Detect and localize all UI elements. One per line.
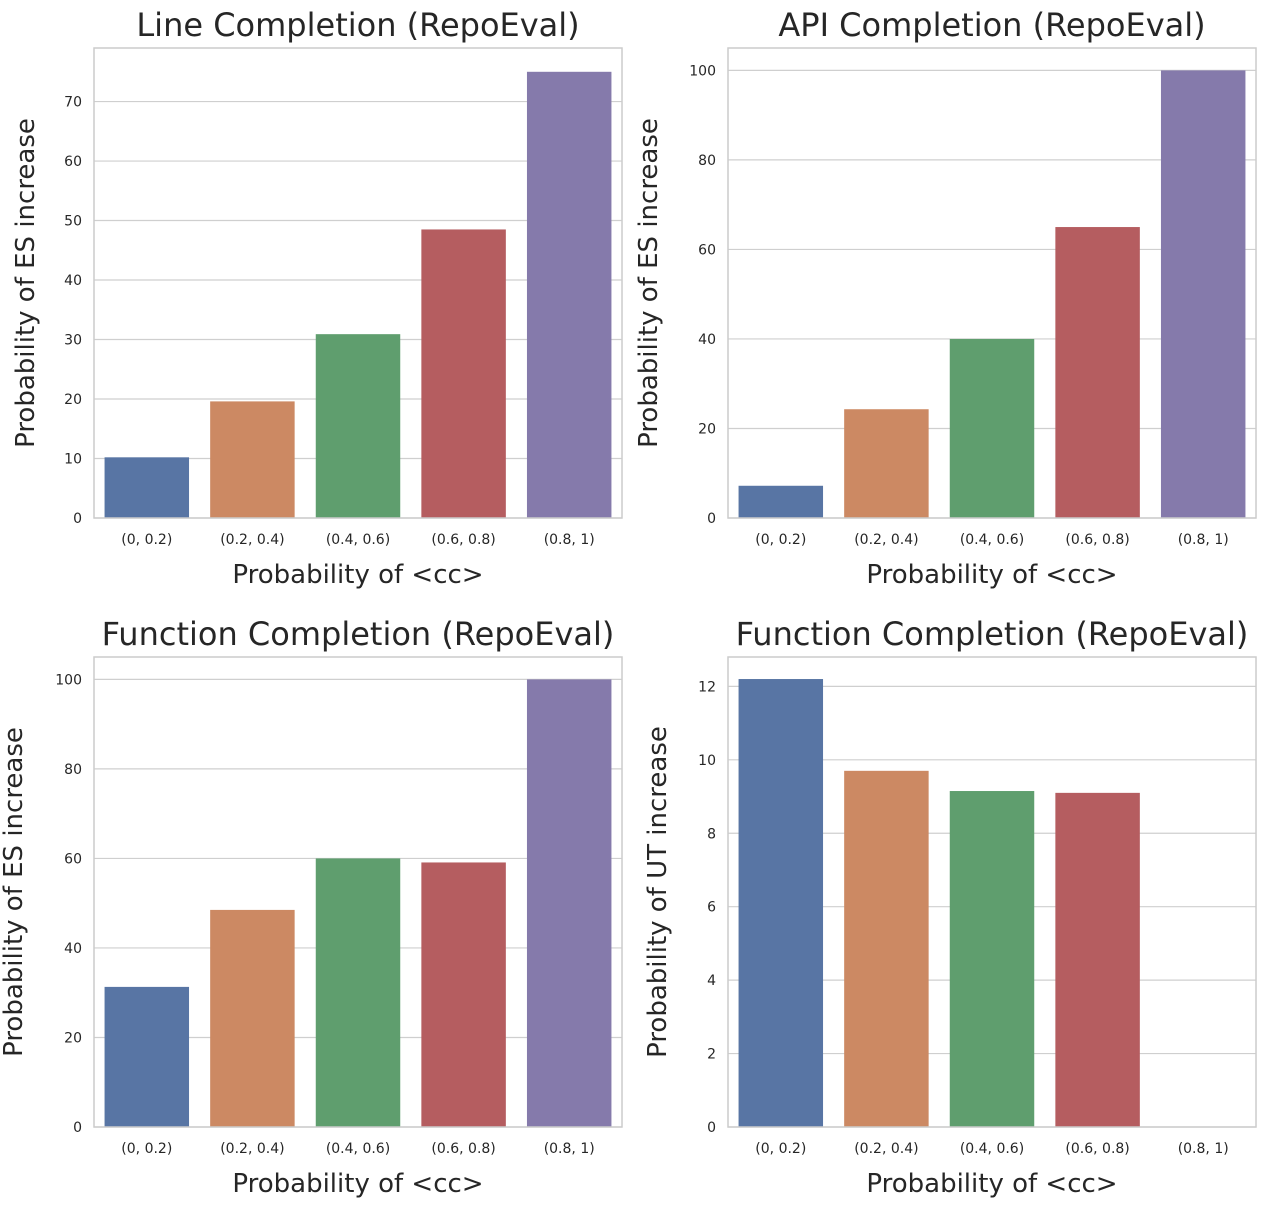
bar-4 [1055,792,1140,1127]
y-tick-label: 80 [64,762,82,778]
bar-1 [738,679,824,1127]
chart-panel-3: 0 20 40 60 80 100 (0, 0.2) (0.2, 0.4) (0.4, 0.6)… [0,615,623,1199]
y-tick-label: 30 [64,333,82,349]
chart-title: Line Completion (RepoEval) [136,6,579,44]
y-tick-label: 4 [707,973,716,989]
x-tick-label: (0.4, 0.6) [960,532,1024,548]
bar-2 [844,770,929,1127]
y-axis-label: Probability of UT increase [643,726,673,1058]
y-tick-label: 100 [55,672,82,688]
x-tick-label: (0.6, 0.8) [431,532,495,548]
y-tick-label: 0 [707,511,716,527]
chart-title: Function Completion (RepoEval) [102,615,615,653]
x-axis-label: Probability of <cc> [866,1169,1117,1199]
y-tick-label: 10 [64,452,82,468]
y-tick-label: 0 [73,1120,82,1136]
bar-4 [1055,227,1140,519]
y-tick-label: 60 [64,851,82,867]
x-tick-label: (0.8, 1) [544,532,595,548]
y-tick-label: 100 [689,63,716,79]
y-tick-label: 10 [698,753,716,769]
y-tick-label: 2 [707,1047,716,1063]
x-tick-label: (0, 0.2) [755,532,806,548]
y-tick-label: 80 [698,153,716,169]
x-tick-label: (0.2, 0.4) [220,532,284,548]
y-tick-label: 20 [64,1030,82,1046]
x-tick-label: (0.8, 1) [1178,1141,1229,1157]
x-tick-label: (0.8, 1) [1178,532,1229,548]
chart-panel-4: 0 2 4 6 8 10 12 (0, 0.2) (0.2, 0.4) (0.4, 0.6) (0.… [643,615,1257,1199]
x-tick-label: (0.4, 0.6) [326,532,390,548]
chart-title: API Completion (RepoEval) [778,6,1205,44]
bar-1 [104,986,190,1127]
x-tick-label: (0.4, 0.6) [326,1141,390,1157]
x-tick-label: (0.4, 0.6) [960,1141,1024,1157]
x-tick-label: (0, 0.2) [121,532,172,548]
x-tick-label: (0, 0.2) [755,1141,806,1157]
bar-2 [210,401,295,518]
plot-frame [727,47,1257,519]
y-axis-label: Probability of ES increase [0,727,29,1057]
bar-2 [210,909,295,1127]
x-tick-label: (0.6, 0.8) [1065,1141,1129,1157]
y-tick-label: 0 [707,1120,716,1136]
bar-3 [949,338,1035,518]
y-tick-label: 20 [698,421,716,437]
y-tick-label: 20 [64,392,82,408]
y-tick-label: 40 [64,273,82,289]
bar-1 [104,457,190,518]
y-tick-label: 60 [698,242,716,258]
x-tick-label: (0.6, 0.8) [1065,532,1129,548]
chart-panel-2: 0 20 40 60 80 100 (0, 0.2) (0.2, 0.4) (0.4, 0.6)… [634,6,1257,590]
bar-3 [315,334,401,518]
bar-4 [421,862,506,1127]
plot-frame [93,656,623,1128]
plot-frame [727,656,1257,1128]
x-axis-label: Probability of <cc> [866,560,1117,590]
x-tick-label: (0.2, 0.4) [220,1141,284,1157]
bar-2 [844,409,929,518]
y-tick-label: 6 [707,900,716,916]
y-tick-label: 70 [64,95,82,111]
x-tick-label: (0.2, 0.4) [854,532,918,548]
x-tick-label: (0.8, 1) [544,1141,595,1157]
y-axis-label: Probability of ES increase [634,118,664,448]
bar-5 [526,679,612,1127]
x-axis-label: Probability of <cc> [232,560,483,590]
y-tick-label: 60 [64,154,82,170]
bar-5 [526,71,612,518]
bar-1 [738,485,824,518]
bar-3 [949,791,1035,1127]
y-tick-label: 12 [698,679,716,695]
y-tick-label: 40 [64,941,82,957]
plot-frame [93,47,623,519]
bar-3 [315,858,401,1127]
x-tick-label: (0, 0.2) [121,1141,172,1157]
chart-title: Function Completion (RepoEval) [736,615,1249,653]
x-tick-label: (0.2, 0.4) [854,1141,918,1157]
y-axis-label: Probability of ES increase [11,118,41,448]
y-tick-label: 50 [64,214,82,230]
chart-panel-1: 0 10 20 30 40 50 60 70 (0, 0.2) (0.2, 0.4) (0.4, 0… [11,6,623,590]
y-tick-label: 8 [707,826,716,842]
x-axis-label: Probability of <cc> [232,1169,483,1199]
y-tick-label: 40 [698,332,716,348]
bar-5 [1160,70,1246,518]
y-tick-label: 0 [73,511,82,527]
bar-4 [421,229,506,519]
x-tick-label: (0.6, 0.8) [431,1141,495,1157]
